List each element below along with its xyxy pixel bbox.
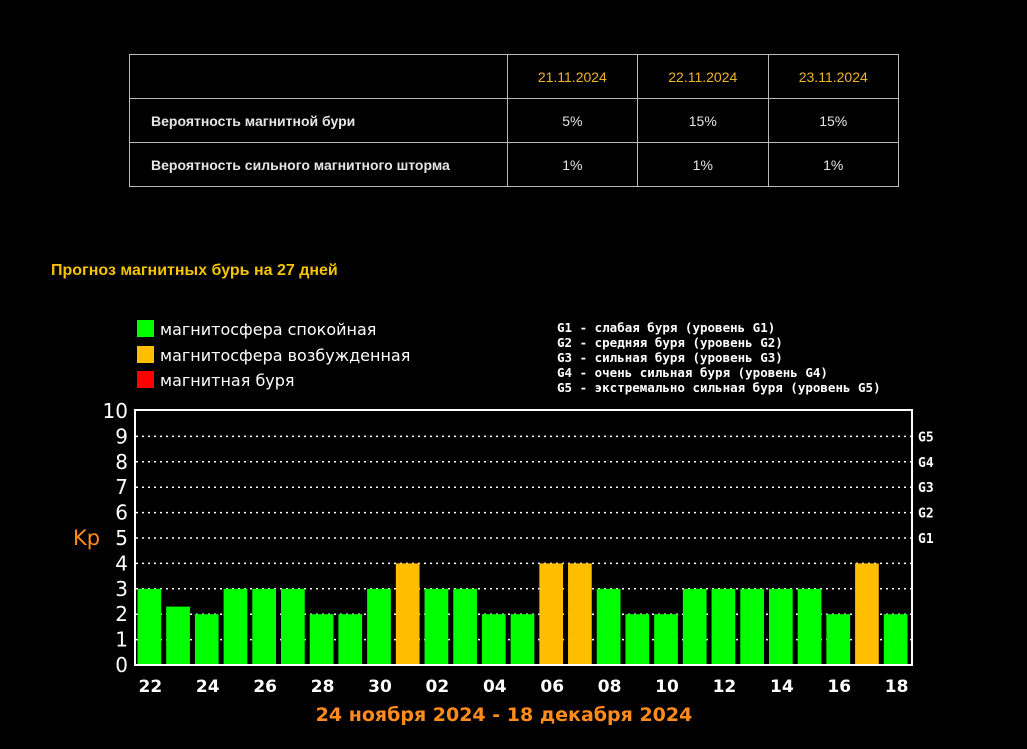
bar (281, 588, 305, 665)
x-tick-label: 14 (770, 677, 794, 697)
plot-frame (134, 409, 913, 666)
legend-label-quiet: магнитосфера спокойная (160, 320, 376, 339)
g-level-label: G5 (918, 430, 934, 445)
bar (453, 588, 477, 665)
legend-label-storm: магнитная буря (160, 371, 295, 390)
x-tick-label: 30 (368, 677, 392, 697)
storm-level-text: G1 - слабая буря (уровень G1) (557, 320, 775, 335)
bar (596, 588, 621, 665)
bar (682, 588, 707, 665)
x-tick-label: 02 (426, 677, 450, 697)
legend-swatch-storm (137, 371, 154, 388)
x-axis-label: 24 ноября 2024 - 18 декабря 2024 (316, 704, 693, 726)
y-tick-label: 0 (115, 653, 128, 677)
bar (625, 614, 650, 665)
x-tick-label: 22 (139, 677, 163, 697)
bar (568, 563, 592, 665)
x-tick-label: 26 (253, 677, 277, 697)
y-tick-label: 3 (115, 577, 128, 601)
bar (510, 614, 535, 665)
table-cell: 1% (767, 142, 900, 187)
x-tick-label: 18 (885, 677, 909, 697)
x-tick-label: 04 (483, 677, 507, 697)
bar (309, 614, 334, 665)
bar (883, 614, 908, 665)
bar (424, 588, 449, 665)
x-tick-labels: 22 24 26 28 30 02 04 06 08 10 12 14 16 18 (139, 677, 909, 697)
legend-label-active: магнитосфера возбужденная (160, 346, 410, 365)
bar (338, 614, 363, 665)
bar (194, 614, 219, 665)
x-tick-label: 06 (540, 677, 564, 697)
storm-probability-table: 21.11.2024 22.11.2024 23.11.2024 Вероятн… (129, 54, 900, 187)
g-level-label: G2 (918, 507, 934, 522)
g-level-label: G1 (918, 532, 934, 547)
storm-level-text: G4 - очень сильная буря (уровень G4) (557, 365, 828, 380)
bars (137, 563, 908, 665)
x-tick-label: 16 (827, 677, 851, 697)
storm-level-text: G3 - сильная буря (уровень G3) (557, 350, 783, 365)
storm-level-text: G5 - экстремально сильная буря (уровень … (557, 380, 881, 395)
bar (768, 588, 793, 665)
bar (252, 588, 277, 665)
gridlines (136, 435, 911, 641)
bar (855, 563, 879, 665)
y-tick-label: 5 (115, 526, 128, 550)
bar (367, 588, 391, 665)
legend-swatch-quiet (137, 320, 154, 337)
table-cell: 15% (637, 98, 769, 143)
table-cell: 1% (637, 142, 769, 187)
bar (481, 614, 506, 665)
table-row: Вероятность магнитной бури 5% 15% 15% (129, 98, 900, 143)
table-cell: 1% (506, 142, 639, 187)
y-tick-label: 9 (115, 424, 128, 448)
x-tick-label: 08 (598, 677, 622, 697)
y-tick-label: 2 (115, 602, 128, 626)
bar (826, 614, 851, 665)
y-tick-label: 4 (115, 551, 128, 575)
bar (654, 614, 678, 665)
g-level-label: G4 (918, 456, 934, 471)
g-level-labels: G1 G2 G3 G4 G5 (918, 430, 934, 547)
bar (740, 588, 764, 665)
table-row: Вероятность сильного магнитного шторма 1… (129, 142, 900, 187)
storm-level-text: G2 - средняя буря (уровень G2) (557, 335, 783, 350)
y-tick-label: 8 (115, 450, 128, 474)
y-tick-label: 6 (115, 501, 128, 525)
legend-swatch-active (137, 346, 154, 363)
x-tick-label: 24 (196, 677, 220, 697)
legend: магнитосфера спокойная магнитосфера возб… (137, 320, 410, 390)
x-tick-label: 28 (311, 677, 335, 697)
bar (797, 588, 822, 665)
y-tick-label: 10 (103, 399, 128, 423)
bar (711, 588, 736, 665)
bar (539, 563, 564, 665)
x-tick-label: 12 (713, 677, 737, 697)
date-header: 23.11.2024 (767, 54, 900, 99)
x-tick-label: 10 (655, 677, 679, 697)
y-axis-label: Kp (73, 526, 100, 550)
bar (395, 563, 420, 665)
y-tick-label: 7 (115, 475, 128, 499)
bar (137, 588, 162, 665)
g-level-label: G3 (918, 481, 934, 496)
storm-level-legend: G1 - слабая буря (уровень G1) G2 - средн… (557, 320, 881, 395)
bar (223, 588, 248, 665)
bar (166, 606, 190, 665)
forecast-title: Прогноз магнитных бурь на 27 дней (51, 262, 338, 279)
y-tick-label: 1 (115, 628, 128, 652)
